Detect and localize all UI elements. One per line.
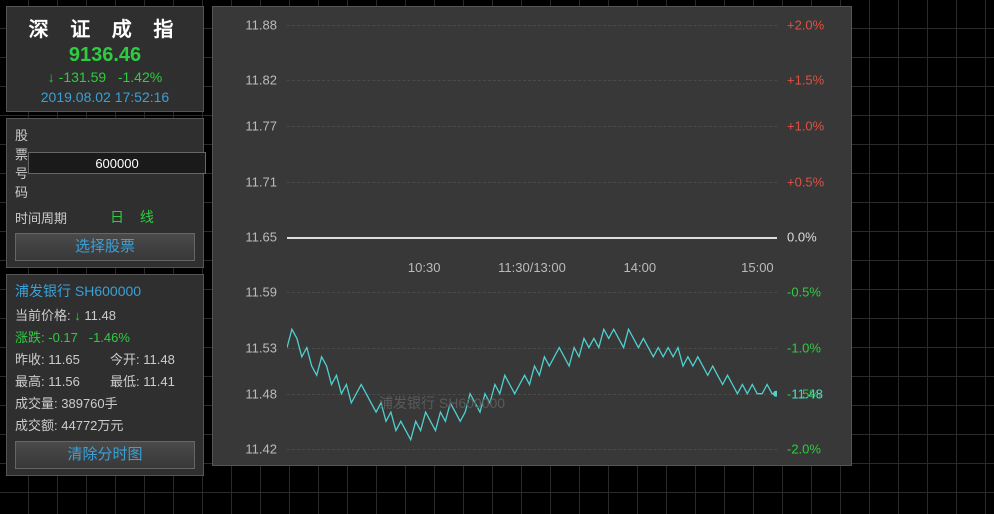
high-value: 11.56 (48, 374, 80, 389)
select-panel: 股票号码 时间周期 日 线 选择股票 (6, 118, 204, 268)
index-change-abs: -131.59 (59, 69, 106, 85)
last-price-label: 11.48 (791, 386, 823, 401)
open-label: 今开: (110, 352, 140, 367)
x-tick: 11:30/13:00 (498, 260, 566, 275)
y-axis-left: 11.8811.8211.7711.7111.6511.5911.5311.48… (213, 25, 285, 449)
y-left-tick: 11.82 (213, 73, 285, 88)
y-left-tick: 11.71 (213, 174, 285, 189)
y-left-tick: 11.77 (213, 119, 285, 134)
high-low-row: 最高: 11.56 最低: 11.41 (15, 371, 195, 393)
change-pct: -1.46% (89, 330, 130, 345)
y-right-tick: -0.5% (781, 285, 851, 300)
change-label: 涨跌: (15, 330, 45, 345)
y-left-tick: 11.53 (213, 340, 285, 355)
y-left-tick: 11.42 (213, 442, 285, 457)
select-stock-button[interactable]: 选择股票 (15, 233, 195, 261)
gridline (287, 449, 777, 450)
amount-label: 成交额: (15, 418, 58, 433)
open-value: 11.48 (143, 352, 175, 367)
index-value: 9136.46 (15, 44, 195, 67)
y-left-tick: 11.59 (213, 285, 285, 300)
low-value: 11.41 (143, 374, 175, 389)
index-change: ↓ -131.59 -1.42% (15, 69, 195, 85)
change-row: 涨跌: -0.17 -1.46% (15, 327, 195, 349)
period-label: 时间周期 (15, 208, 75, 227)
index-name: 深 证 成 指 (15, 13, 195, 42)
low-label: 最低: (110, 374, 140, 389)
down-arrow-icon: ↓ (48, 69, 55, 85)
clear-chart-button[interactable]: 清除分时图 (15, 441, 195, 469)
y-right-tick: +2.0% (781, 18, 851, 33)
prevclose-value: 11.65 (48, 352, 80, 367)
y-right-tick: -2.0% (781, 442, 851, 457)
x-tick: 15:00 (741, 260, 774, 275)
amount-row: 成交额: 44772万元 (15, 415, 195, 437)
chart-panel: 11.8811.8211.7711.7111.6511.5911.5311.48… (212, 6, 852, 466)
prevclose-open-row: 昨收: 11.65 今开: 11.48 (15, 349, 195, 371)
stock-title: 浦发银行 SH600000 (15, 281, 195, 301)
sidebar: 深 证 成 指 9136.46 ↓ -131.59 -1.42% 2019.08… (6, 6, 204, 476)
y-left-tick: 11.48 (213, 386, 285, 401)
period-value[interactable]: 日 线 (75, 207, 195, 227)
chart-plot-area[interactable]: 11.48浦发银行 SH600000 (287, 25, 777, 449)
y-right-tick: +0.5% (781, 174, 851, 189)
down-arrow-icon: ↓ (74, 308, 81, 323)
x-tick: 14:00 (624, 260, 657, 275)
y-left-tick: 11.88 (213, 18, 285, 33)
change-abs: -0.17 (48, 330, 78, 345)
index-change-pct: -1.42% (118, 69, 162, 85)
amount-value: 44772万元 (61, 418, 123, 433)
index-panel: 深 证 成 指 9136.46 ↓ -131.59 -1.42% 2019.08… (6, 6, 204, 112)
prevclose-label: 昨收: (15, 352, 45, 367)
volume-row: 成交量: 389760手 (15, 393, 195, 415)
price-line (287, 25, 777, 449)
stock-code-input[interactable] (28, 152, 206, 174)
stock-info-panel: 浦发银行 SH600000 当前价格: ↓ 11.48 涨跌: -0.17 -1… (6, 274, 204, 476)
index-timestamp: 2019.08.02 17:52:16 (15, 89, 195, 105)
y-right-tick: +1.5% (781, 73, 851, 88)
y-right-tick: +1.0% (781, 119, 851, 134)
y-right-tick: -1.0% (781, 340, 851, 355)
y-right-tick: 0.0% (781, 230, 851, 245)
chart-watermark: 浦发银行 SH600000 (379, 393, 505, 413)
high-label: 最高: (15, 374, 45, 389)
x-tick: 10:30 (408, 260, 441, 275)
y-left-tick: 11.65 (213, 230, 285, 245)
volume-label: 成交量: (15, 396, 58, 411)
current-price-row: 当前价格: ↓ 11.48 (15, 305, 195, 327)
code-label: 股票号码 (15, 125, 28, 201)
price-label: 当前价格: (15, 308, 71, 323)
price-value: 11.48 (84, 308, 116, 323)
volume-value: 389760手 (61, 396, 117, 411)
